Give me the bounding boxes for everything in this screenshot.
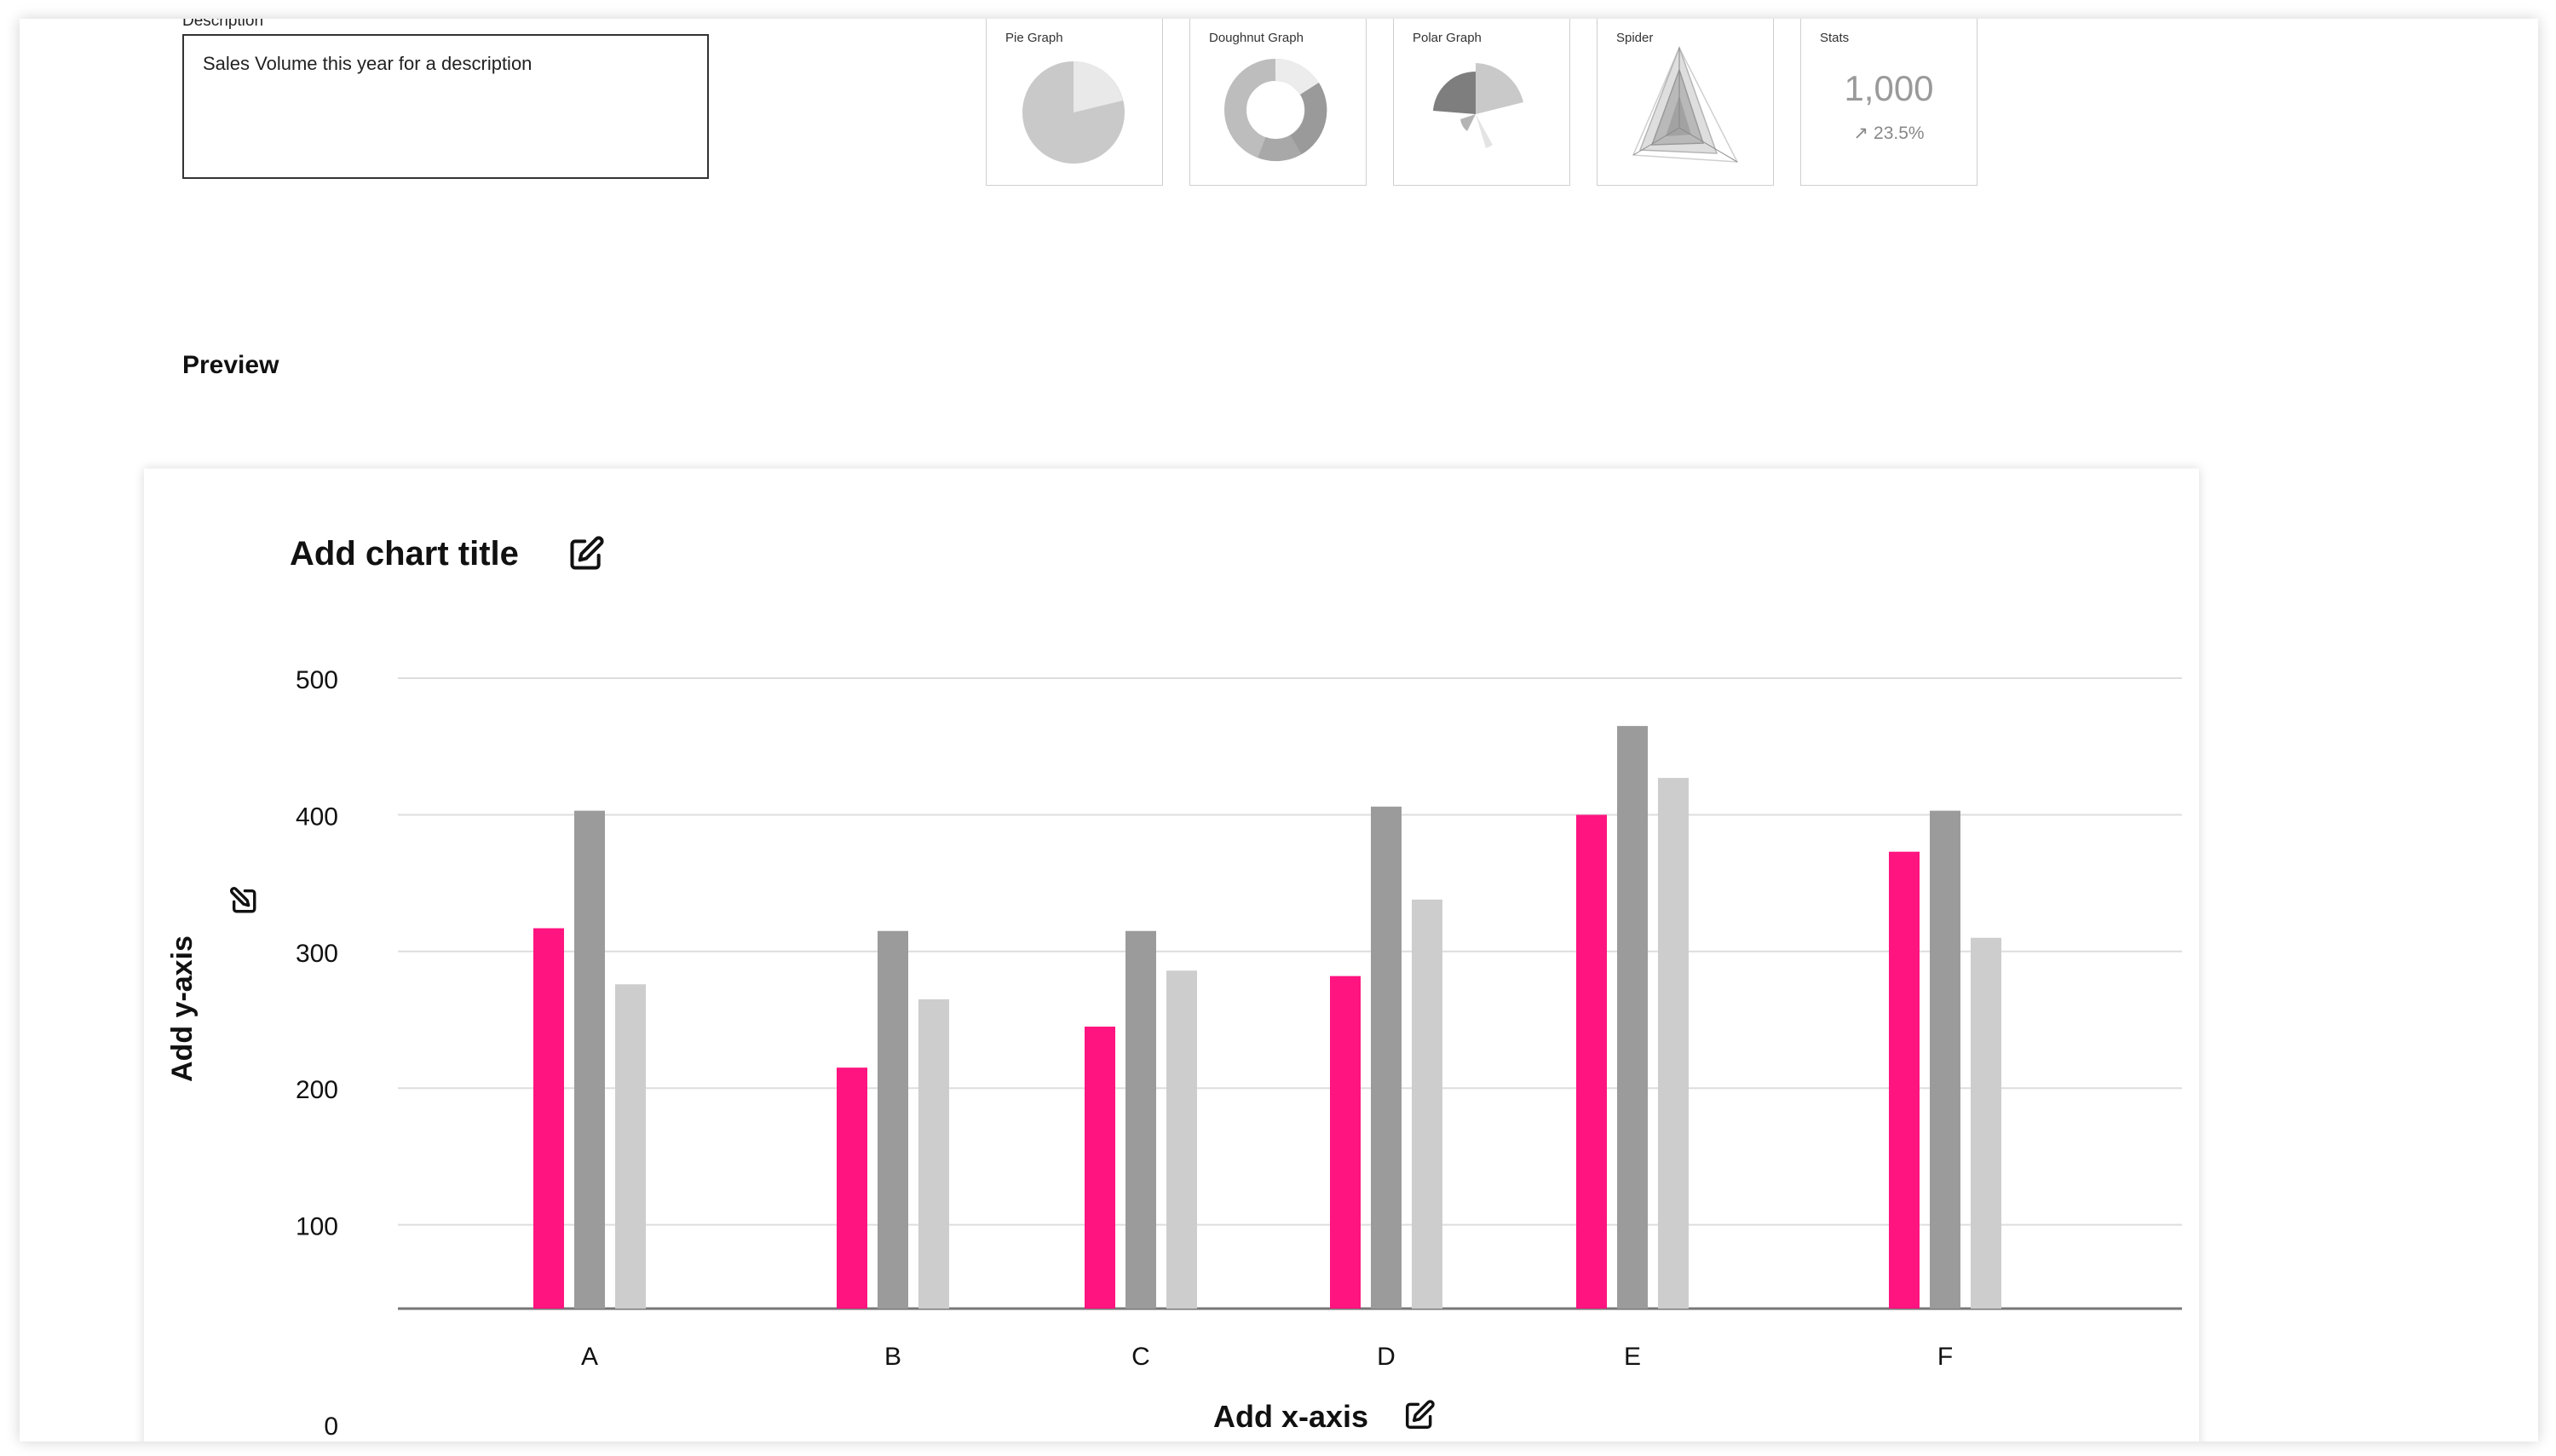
pie-chart-icon (1022, 61, 1125, 164)
stats-delta-value: 23.5% (1874, 124, 1925, 143)
description-field[interactable]: Sales Volume this year for a description (182, 34, 709, 179)
bar (1576, 814, 1607, 1309)
chart-type-label: Polar Graph (1413, 31, 1482, 45)
bar (1971, 937, 2001, 1309)
trend-up-icon: ↗ (1853, 124, 1869, 143)
y-tick-label: 0 (324, 1413, 338, 1441)
bar (918, 998, 949, 1309)
edit-icon[interactable] (567, 535, 605, 573)
bar (878, 930, 908, 1309)
app-window: Description Sales Volume this year for a… (20, 19, 2538, 1442)
chart-type-doughnut[interactable]: Doughnut Graph (1189, 19, 1367, 186)
bar (1371, 806, 1402, 1309)
bar (837, 1068, 867, 1309)
bar (1658, 778, 1689, 1309)
bar (1889, 851, 1920, 1309)
chart-type-stats[interactable]: Stats 1,000 ↗ 23.5% (1800, 19, 1977, 186)
description-label: Description (182, 19, 264, 30)
bar (574, 810, 605, 1309)
x-axis-title[interactable]: Add x-axis (1213, 1399, 1369, 1434)
y-axis-title[interactable]: Add y-axis (166, 935, 199, 1082)
chart-preview-card: 0 100 200 300 400 500 A B C D E F Add chart title A… (144, 469, 2199, 1442)
polar-chart-icon (1433, 63, 1523, 148)
chart-type-label: Pie Graph (1005, 31, 1063, 45)
x-tick-label: D (1377, 1343, 1396, 1371)
bar (1085, 1027, 1115, 1309)
x-tick-label: F (1937, 1343, 1953, 1371)
bar (1412, 899, 1442, 1309)
chart-type-label: Spider (1616, 31, 1654, 45)
edit-icon[interactable] (229, 886, 258, 915)
x-tick-label: C (1131, 1343, 1150, 1371)
chart-type-label: Stats (1820, 31, 1850, 45)
bar-chart: 0 100 200 300 400 500 A B C D E F (296, 666, 2182, 1441)
y-tick-label: 100 (296, 1213, 338, 1241)
chart-type-polar[interactable]: Polar Graph (1393, 19, 1570, 186)
edit-icon[interactable] (1403, 1399, 1436, 1431)
y-tick-label: 500 (296, 666, 338, 694)
chart-title[interactable]: Add chart title (290, 535, 519, 573)
y-tick-label: 300 (296, 940, 338, 968)
chart-type-spider[interactable]: Spider (1597, 19, 1774, 186)
x-tick-label: B (884, 1343, 901, 1371)
stats-delta: ↗ 23.5% (1801, 123, 1977, 144)
bar (1930, 810, 1960, 1309)
bar (615, 984, 646, 1309)
x-tick-label: A (581, 1343, 598, 1371)
x-tick-label: E (1624, 1343, 1641, 1371)
radar-chart-icon (1632, 45, 1739, 163)
y-tick-label: 200 (296, 1076, 338, 1104)
bar (1166, 970, 1197, 1309)
bar (1330, 975, 1361, 1309)
y-tick-label: 400 (296, 803, 338, 831)
chart-type-pie[interactable]: Pie Graph (986, 19, 1163, 186)
bar (1617, 726, 1648, 1309)
bar (1125, 930, 1156, 1309)
preview-heading: Preview (182, 351, 279, 379)
chart-type-label: Doughnut Graph (1209, 31, 1304, 45)
doughnut-chart-icon (1224, 58, 1327, 162)
bar (533, 928, 564, 1309)
stats-value: 1,000 (1844, 68, 1934, 108)
